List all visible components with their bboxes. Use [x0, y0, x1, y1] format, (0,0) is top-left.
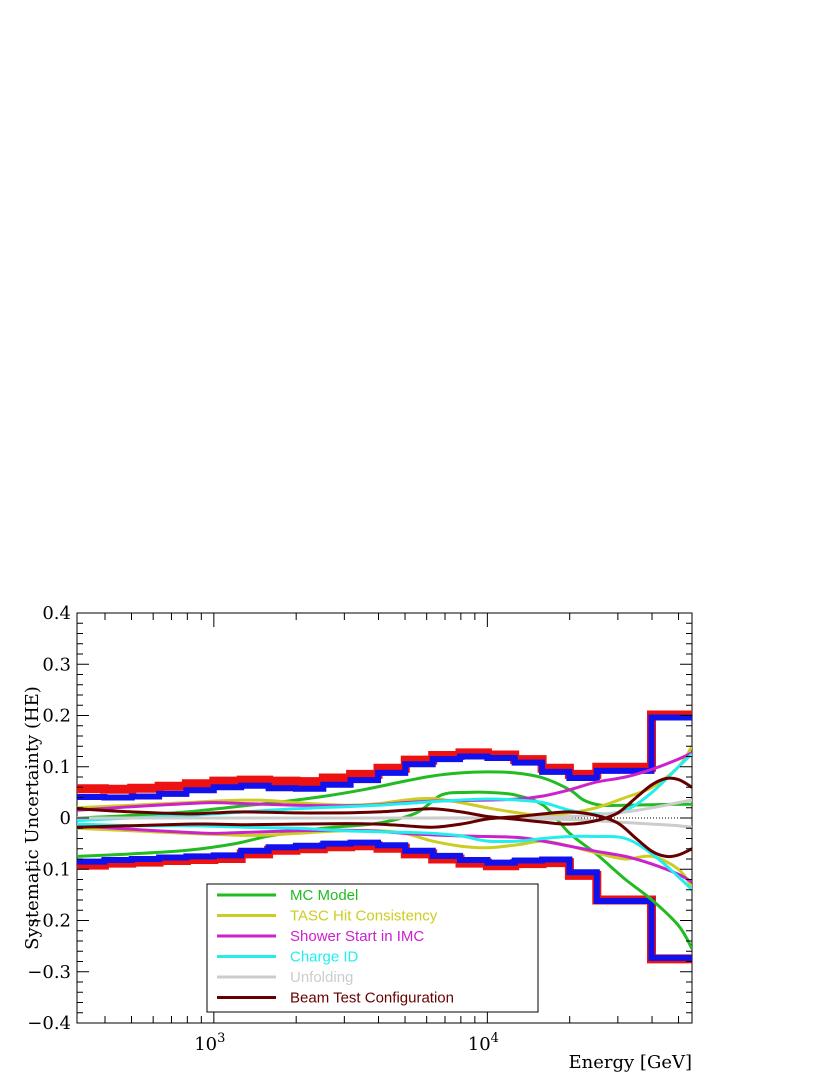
y-tick-label: 0.4	[42, 603, 71, 624]
x-axis-title: Energy [GeV]	[569, 1052, 692, 1073]
y-tick-label: 0.2	[42, 706, 71, 727]
x-tick-label: 103	[194, 1031, 225, 1055]
y-axis-title: Systematic Uncertainty (HE)	[22, 686, 43, 950]
series-line-beam-test-configuration-lower	[77, 810, 692, 859]
series-line-beam-test-configuration-upper	[77, 776, 692, 826]
series-line-tasc-hit-consistency-upper	[77, 745, 692, 817]
y-tick-label: −0.4	[27, 1013, 71, 1034]
legend-box	[206, 883, 539, 1013]
legend-label: Charge ID	[290, 949, 359, 966]
legend-label: MC Model	[290, 887, 358, 904]
legend-label: Shower Start in IMC	[290, 928, 424, 945]
legend-label: TASC Hit Consistency	[290, 908, 438, 925]
y-tick-label: 0	[60, 808, 71, 829]
x-tick-label: 104	[468, 1031, 499, 1055]
total-upper-red-step	[77, 710, 692, 794]
y-tick-label: 0.3	[42, 654, 71, 675]
legend-label: Unfolding	[290, 969, 353, 986]
series-line-charge-id-lower	[77, 822, 692, 891]
y-tick-label: −0.3	[27, 962, 71, 983]
y-tick-label: 0.1	[42, 757, 71, 778]
y-tick-label: −0.1	[27, 859, 71, 880]
legend-label: Beam Test Configuration	[290, 990, 454, 1007]
total-upper-blue-step	[77, 714, 692, 801]
total-lower-blue-step	[77, 839, 692, 961]
y-tick-label: −0.2	[27, 911, 71, 932]
series-line-mc-model-lower	[77, 790, 692, 950]
